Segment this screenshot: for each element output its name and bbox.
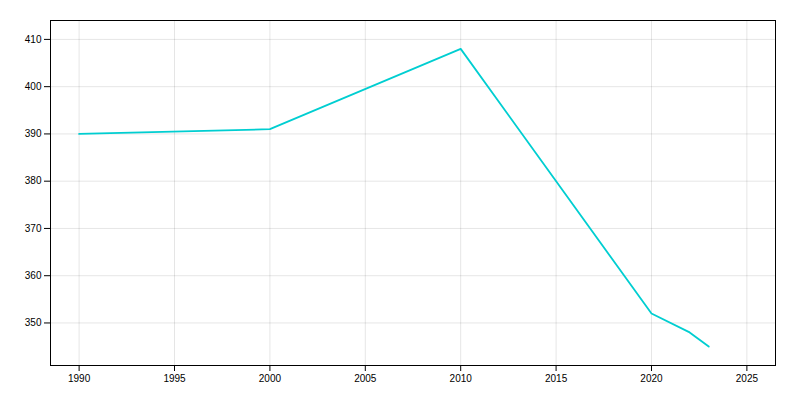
svg-text:1990: 1990 <box>68 373 91 384</box>
svg-text:2015: 2015 <box>545 373 568 384</box>
svg-text:1995: 1995 <box>163 373 186 384</box>
svg-text:2020: 2020 <box>640 373 663 384</box>
svg-text:380: 380 <box>25 175 42 186</box>
svg-text:400: 400 <box>25 81 42 92</box>
svg-text:2010: 2010 <box>450 373 473 384</box>
svg-text:2025: 2025 <box>736 373 759 384</box>
svg-text:360: 360 <box>25 270 42 281</box>
svg-text:370: 370 <box>25 223 42 234</box>
svg-text:2005: 2005 <box>354 373 377 384</box>
svg-text:390: 390 <box>25 128 42 139</box>
svg-text:410: 410 <box>25 34 42 45</box>
svg-text:350: 350 <box>25 317 42 328</box>
svg-text:2000: 2000 <box>259 373 282 384</box>
